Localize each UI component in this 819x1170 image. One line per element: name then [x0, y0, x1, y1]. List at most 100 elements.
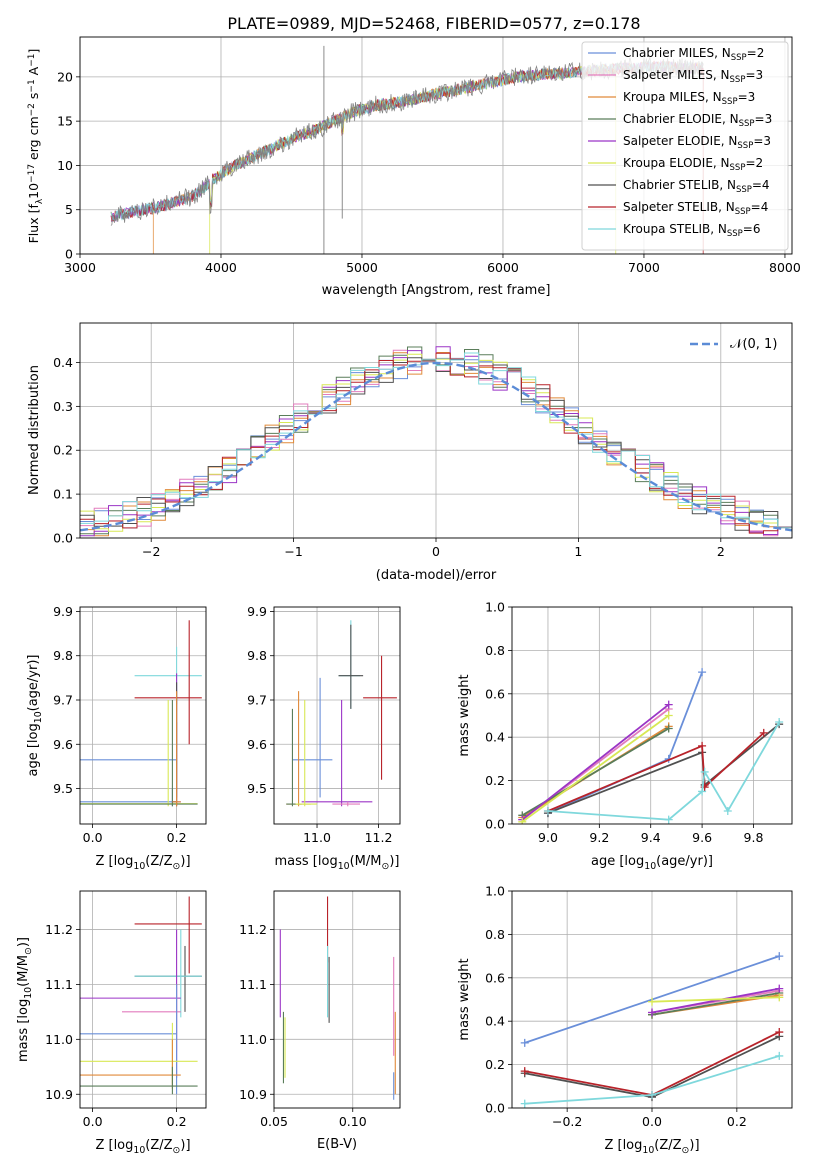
y-tick-label: 5 — [65, 202, 73, 217]
legend-item: Kroupa ELODIE, NSSP=2 — [588, 156, 763, 173]
y-tick-label: 11.1 — [45, 977, 73, 992]
x-axis-label: wavelength [Angstrom, rest frame] — [322, 283, 551, 298]
series-salpeter_elodie — [518, 700, 673, 824]
x-axis-label: age [log10(age/yr)] — [591, 854, 713, 872]
y-tick-label: 9.8 — [53, 648, 73, 663]
errorbar-chabrier_elodie — [286, 708, 302, 807]
series-line — [547, 721, 780, 821]
x-tick-label: 4000 — [205, 260, 237, 275]
legend-item: Salpeter MILES, NSSP=3 — [588, 68, 763, 85]
data-point — [698, 741, 707, 750]
y-tick-label: 0.0 — [485, 817, 505, 832]
normal-curve — [80, 361, 792, 532]
y-tick-label: 9.7 — [53, 693, 73, 708]
x-tick-label: 9.4 — [641, 830, 661, 845]
panel-mass_vs_Z: 0.0 0.2 10.9 11.0 11.1 11.2 Z [log10(Z/Z⊙)] mas… — [16, 890, 207, 1156]
legend-item: Chabrier STELIB, NSSP=4 — [588, 178, 770, 195]
axes-frame — [79, 890, 207, 1109]
y-tick-label: 11.2 — [239, 922, 267, 937]
errorbar-kroupa_elodie — [295, 700, 318, 807]
data-point — [648, 1008, 656, 1017]
axes-frame — [273, 890, 401, 1109]
y-tick-label: 0.0 — [485, 1101, 505, 1116]
y-tick-label: 0 — [65, 247, 73, 262]
y-tick-label: 9.8 — [247, 648, 267, 663]
errorbar-salpeter_stelib — [363, 655, 397, 780]
errorbar-kroupa_stelib — [338, 620, 361, 709]
x-tick-label: 8000 — [769, 260, 801, 275]
x-tick-label: −1 — [284, 544, 302, 559]
y-axis-label: mass weight — [457, 958, 472, 1040]
errorbar-kroupa_miles — [286, 691, 311, 807]
y-tick-label: 1.0 — [485, 884, 505, 899]
legend-label: Salpeter MILES, NSSP=3 — [623, 68, 763, 85]
y-tick-label: 0.2 — [53, 443, 73, 458]
y-tick-label: 10.9 — [45, 1087, 73, 1102]
x-tick-label: 0.2 — [167, 830, 187, 845]
y-tick-label: 9.6 — [53, 737, 73, 752]
y-tick-label: 9.5 — [53, 781, 73, 796]
axes-frame — [511, 890, 793, 1109]
panel-weight_vs_age: 9.0 9.2 9.4 9.6 9.8 0.0 0.2 0.4 0.6 0.8 1.0 age [lo… — [457, 600, 793, 872]
histogram-legend: 𝒩(0, 1) — [690, 337, 777, 352]
series-kroupa_stelib — [520, 1051, 784, 1108]
x-tick-label: 2 — [717, 544, 725, 559]
data-point — [775, 718, 784, 727]
x-tick-label: 0.05 — [260, 1114, 288, 1129]
x-tick-label: 0.0 — [83, 1114, 103, 1129]
y-tick-label: 0.3 — [53, 399, 73, 414]
y-axis-label: mass weight — [457, 674, 472, 756]
panel-age_vs_mass: 11.0 11.2 9.5 9.6 9.7 9.8 9.9 mass [log10(M/M⊙)… — [247, 604, 401, 872]
data-point — [664, 711, 673, 720]
legend-item: Salpeter ELODIE, NSSP=3 — [588, 134, 771, 151]
y-tick-label: 0.8 — [485, 643, 505, 658]
y-tick-label: 0.6 — [485, 970, 505, 985]
x-tick-label: 5000 — [346, 260, 378, 275]
errorbar-salpeter_elodie — [80, 929, 181, 1078]
axes-frame — [273, 606, 401, 825]
data-point — [520, 1038, 529, 1047]
errorbar-kroupa_stelib — [134, 929, 202, 1018]
legend-label: 𝒩(0, 1) — [730, 337, 777, 352]
data-point — [543, 806, 552, 815]
axes-frame — [511, 606, 793, 825]
y-tick-label: 0.4 — [485, 1014, 505, 1029]
legend-item: Chabrier MILES, NSSP=2 — [588, 46, 764, 63]
legend-label: Kroupa ELODIE, NSSP=2 — [623, 156, 763, 173]
x-tick-label: 9.6 — [692, 830, 712, 845]
x-tick-label: −2 — [142, 544, 160, 559]
errorbar-chabrier_miles — [80, 984, 178, 1095]
x-tick-label: −0.2 — [552, 1114, 582, 1129]
errorbar-kroupa_elodie — [80, 700, 198, 807]
data-point — [775, 984, 784, 993]
data-point — [698, 668, 707, 677]
data-point — [700, 767, 709, 776]
panel-weight_vs_Z: −0.2 0.0 0.2 0.0 0.2 0.4 0.6 0.8 1.0 Z [log10(Z/Z… — [457, 884, 793, 1156]
x-tick-label: 0.10 — [339, 1114, 367, 1129]
errorbar-salpeter_stelib — [134, 620, 202, 745]
panel-mass_vs_ebv: 0.05 0.10 10.9 11.0 11.1 11.2 E(B-V) — [239, 890, 401, 1152]
series-line — [651, 987, 780, 1014]
legend-label: Kroupa STELIB, NSSP=6 — [623, 222, 761, 239]
legend-label: Salpeter STELIB, NSSP=4 — [623, 200, 768, 217]
x-tick-label: 7000 — [628, 260, 660, 275]
legend-item: Chabrier ELODIE, NSSP=3 — [588, 112, 772, 129]
x-tick-label: 11.2 — [365, 830, 393, 845]
y-tick-label: 9.9 — [53, 604, 73, 619]
panel-age_vs_Z: 0.0 0.2 9.5 9.6 9.7 9.8 9.9 Z [log10(Z/Z⊙)] age … — [26, 604, 207, 872]
plot-area — [274, 891, 400, 1108]
data-point — [775, 1051, 784, 1060]
errorbar-salpeter_stelib — [134, 896, 202, 974]
series-kroupa_elodie — [648, 993, 784, 1006]
y-tick-label: 0.6 — [485, 686, 505, 701]
series-line — [521, 714, 670, 823]
series-line — [521, 703, 670, 821]
legend-label: Chabrier ELODIE, NSSP=3 — [623, 112, 772, 129]
x-tick-label: 9.0 — [538, 830, 558, 845]
data-point — [648, 997, 656, 1006]
x-axis-label: Z [log10(Z/Z⊙)] — [95, 1138, 190, 1156]
plot-area — [512, 891, 792, 1108]
data-point — [698, 787, 707, 796]
y-tick-label: 0.8 — [485, 927, 505, 942]
